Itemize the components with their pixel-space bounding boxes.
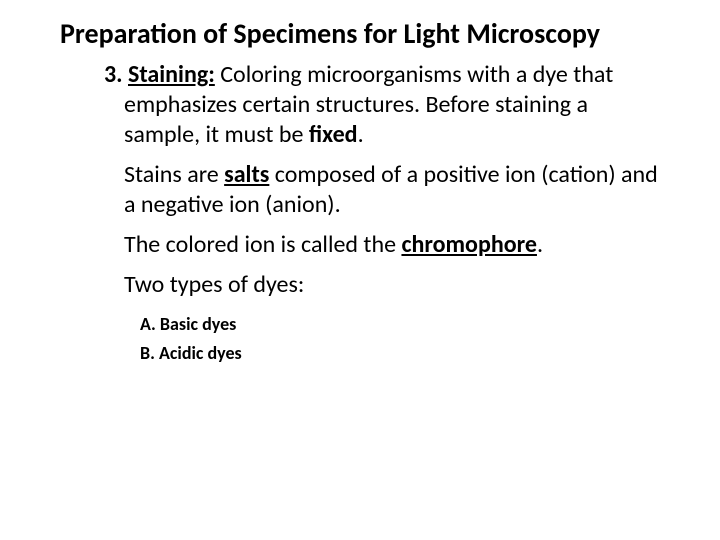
chromophore-definition: The colored ion is called the chromophor… [104, 230, 660, 260]
salts-definition: Stains are salts composed of a positive … [104, 160, 660, 220]
dye-type-list: A. Basic dyes B. Acidic dyes [104, 310, 660, 368]
period-2: . [537, 230, 543, 259]
slide: Preparation of Specimens for Light Micro… [0, 0, 720, 540]
fixed-word: fixed [309, 120, 358, 149]
chromo-pre: The colored ion is called the [124, 230, 401, 259]
two-types-label: Two types of dyes: [104, 270, 660, 300]
dye-type-b: B. Acidic dyes [140, 339, 660, 368]
staining-label: Staining: [128, 60, 215, 89]
dye-type-a: A. Basic dyes [140, 310, 660, 339]
slide-body: 3. Staining: Coloring microorganisms wit… [60, 60, 660, 368]
period-1: . [358, 120, 364, 149]
slide-title: Preparation of Specimens for Light Micro… [60, 18, 660, 50]
item-number: 3. [104, 60, 128, 89]
staining-definition: 3. Staining: Coloring microorganisms wit… [104, 60, 660, 150]
chromo-word: chromophore [401, 230, 537, 259]
salts-word: salts [224, 160, 269, 189]
salts-pre: Stains are [124, 160, 224, 189]
